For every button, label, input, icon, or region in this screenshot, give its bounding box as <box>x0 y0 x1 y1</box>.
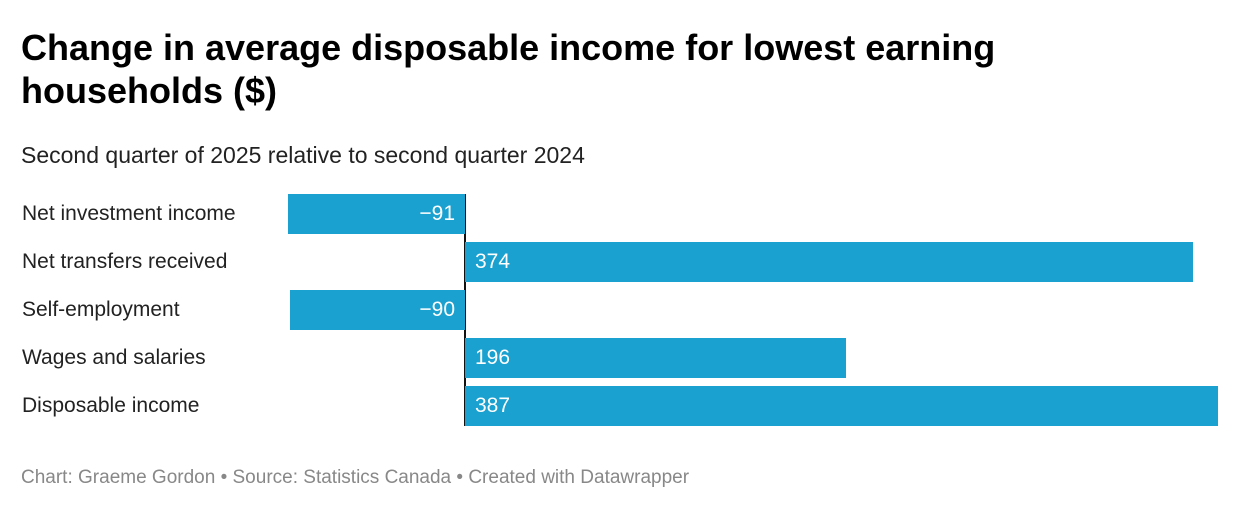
chart-footer: Chart: Graeme Gordon • Source: Statistic… <box>21 467 690 488</box>
category-label: Disposable income <box>22 394 200 417</box>
value-label: −91 <box>419 202 455 225</box>
zero-axis-line <box>464 194 466 426</box>
value-label: 374 <box>475 250 511 273</box>
value-label: −90 <box>419 298 455 321</box>
bar-chart: Net investment income −91 Net transfers re… <box>0 190 1240 430</box>
bar <box>465 242 1193 282</box>
category-label: Net investment income <box>22 202 236 225</box>
chart-title: Change in average disposable income for … <box>21 27 996 111</box>
bar <box>465 338 847 378</box>
bar <box>287 194 465 234</box>
bar <box>289 290 465 330</box>
chart-subtitle: Second quarter of 2025 relative to secon… <box>21 142 585 168</box>
category-label: Self-employment <box>22 298 180 321</box>
value-label: 387 <box>475 394 511 417</box>
bar <box>465 386 1218 426</box>
value-label: 196 <box>475 346 511 369</box>
category-label: Net transfers received <box>22 250 228 273</box>
category-label: Wages and salaries <box>22 346 206 369</box>
